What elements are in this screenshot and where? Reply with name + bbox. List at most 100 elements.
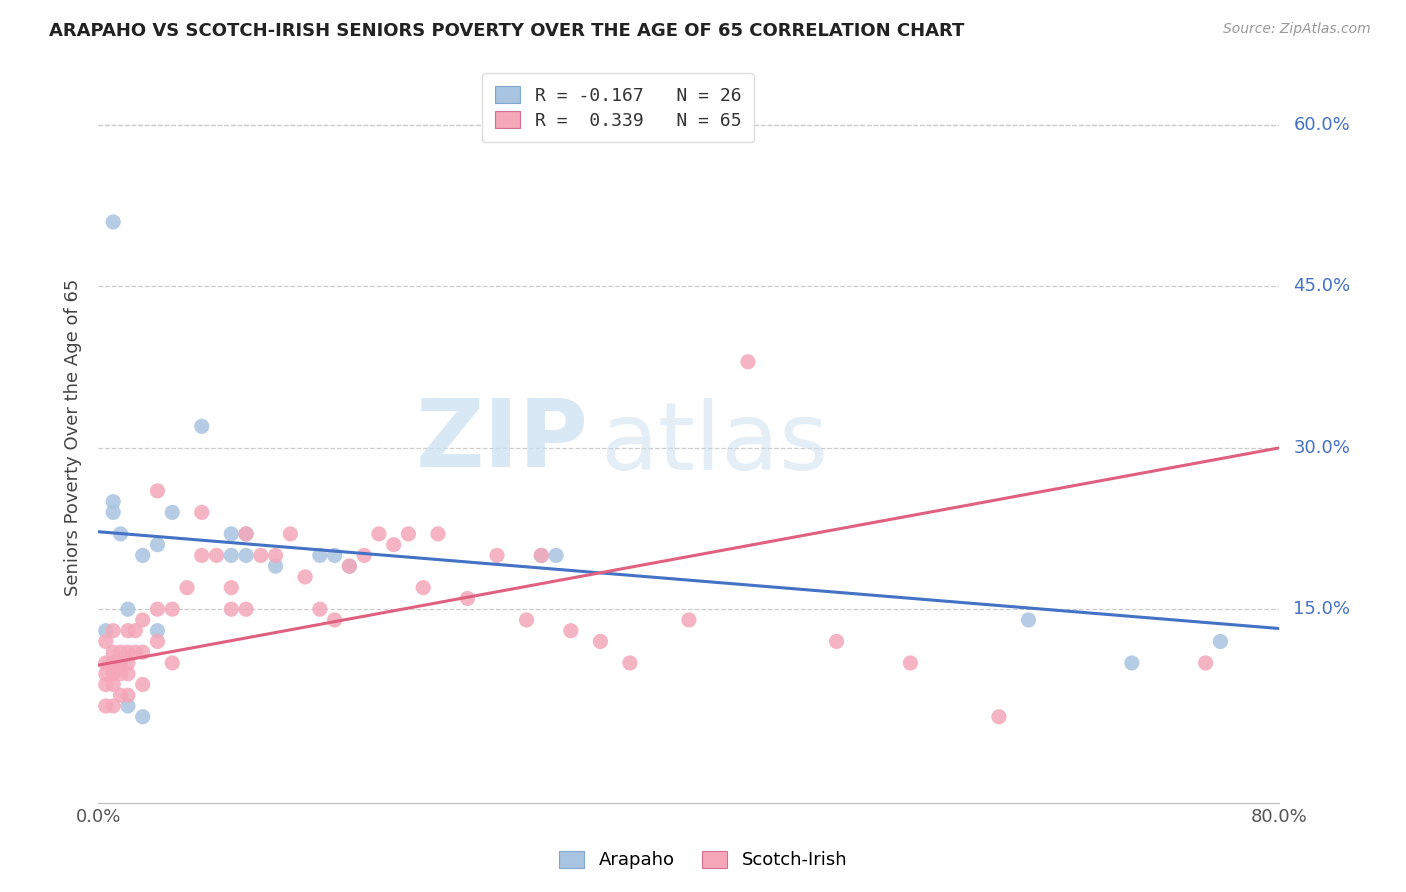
Legend: Arapaho, Scotch-Irish: Arapaho, Scotch-Irish [550, 842, 856, 879]
Point [205, 549, 228, 563]
Text: ARAPAHO VS SCOTCH-IRISH SENIORS POVERTY OVER THE AGE OF 65 CORRELATION CHART: ARAPAHO VS SCOTCH-IRISH SENIORS POVERTY … [49, 22, 965, 40]
Point [530, 549, 553, 563]
Point [278, 527, 302, 541]
Point [110, 656, 132, 670]
Point [146, 634, 169, 648]
Point [1195, 656, 1218, 670]
Point [117, 698, 139, 713]
Point [191, 505, 214, 519]
Point [456, 591, 478, 606]
Point [94, 634, 117, 648]
Point [486, 549, 509, 563]
Point [412, 581, 434, 595]
Point [103, 645, 125, 659]
Point [94, 677, 117, 691]
Point [309, 549, 332, 563]
Point [396, 527, 419, 541]
Point [103, 656, 125, 670]
Text: 45.0%: 45.0% [1294, 277, 1351, 295]
Point [382, 538, 405, 552]
Point [427, 527, 450, 541]
Point [191, 419, 214, 434]
Point [678, 613, 700, 627]
Point [110, 666, 132, 681]
Point [94, 698, 117, 713]
Point [353, 549, 375, 563]
Point [132, 645, 155, 659]
Point [323, 549, 346, 563]
Point [560, 624, 582, 638]
Point [294, 570, 316, 584]
Point [515, 613, 537, 627]
Point [117, 645, 139, 659]
Point [146, 602, 169, 616]
Point [117, 688, 139, 702]
Y-axis label: Seniors Poverty Over the Age of 65: Seniors Poverty Over the Age of 65 [63, 278, 82, 596]
Point [103, 505, 125, 519]
Point [219, 549, 242, 563]
Point [103, 656, 125, 670]
Point [530, 549, 553, 563]
Point [103, 494, 125, 508]
Point [132, 677, 155, 691]
Point [235, 549, 257, 563]
Point [323, 613, 346, 627]
Point [124, 645, 146, 659]
Point [235, 527, 257, 541]
Point [162, 602, 183, 616]
Point [103, 698, 125, 713]
Point [368, 527, 391, 541]
Point [191, 549, 214, 563]
Point [987, 710, 1010, 724]
Point [337, 559, 360, 574]
Point [162, 656, 183, 670]
Point [235, 602, 257, 616]
Point [117, 656, 139, 670]
Point [337, 559, 360, 574]
Point [146, 483, 169, 498]
Point [589, 634, 612, 648]
Point [176, 581, 198, 595]
Point [162, 505, 183, 519]
Point [117, 666, 139, 681]
Point [94, 656, 117, 670]
Point [110, 688, 132, 702]
Point [1017, 613, 1039, 627]
Point [264, 559, 287, 574]
Point [132, 710, 155, 724]
Point [117, 624, 139, 638]
Point [825, 634, 848, 648]
Point [110, 645, 132, 659]
Point [103, 215, 125, 229]
Point [1209, 634, 1232, 648]
Point [110, 527, 132, 541]
Text: atlas: atlas [600, 399, 828, 491]
Point [117, 602, 139, 616]
Point [132, 549, 155, 563]
Point [103, 677, 125, 691]
Point [94, 666, 117, 681]
Text: 30.0%: 30.0% [1294, 439, 1350, 457]
Point [544, 549, 567, 563]
Point [146, 624, 169, 638]
Text: 60.0%: 60.0% [1294, 116, 1350, 134]
Point [235, 527, 257, 541]
Point [219, 602, 242, 616]
Point [219, 581, 242, 595]
Point [124, 624, 146, 638]
Text: Source: ZipAtlas.com: Source: ZipAtlas.com [1223, 22, 1371, 37]
Point [132, 613, 155, 627]
Point [264, 549, 287, 563]
Point [309, 602, 332, 616]
Point [619, 656, 641, 670]
Point [103, 624, 125, 638]
Legend: R = -0.167   N = 26, R =  0.339   N = 65: R = -0.167 N = 26, R = 0.339 N = 65 [482, 73, 754, 143]
Point [900, 656, 922, 670]
Point [219, 527, 242, 541]
Point [94, 624, 117, 638]
Point [103, 666, 125, 681]
Text: ZIP: ZIP [416, 395, 589, 487]
Point [250, 549, 273, 563]
Point [737, 355, 759, 369]
Text: 15.0%: 15.0% [1294, 600, 1350, 618]
